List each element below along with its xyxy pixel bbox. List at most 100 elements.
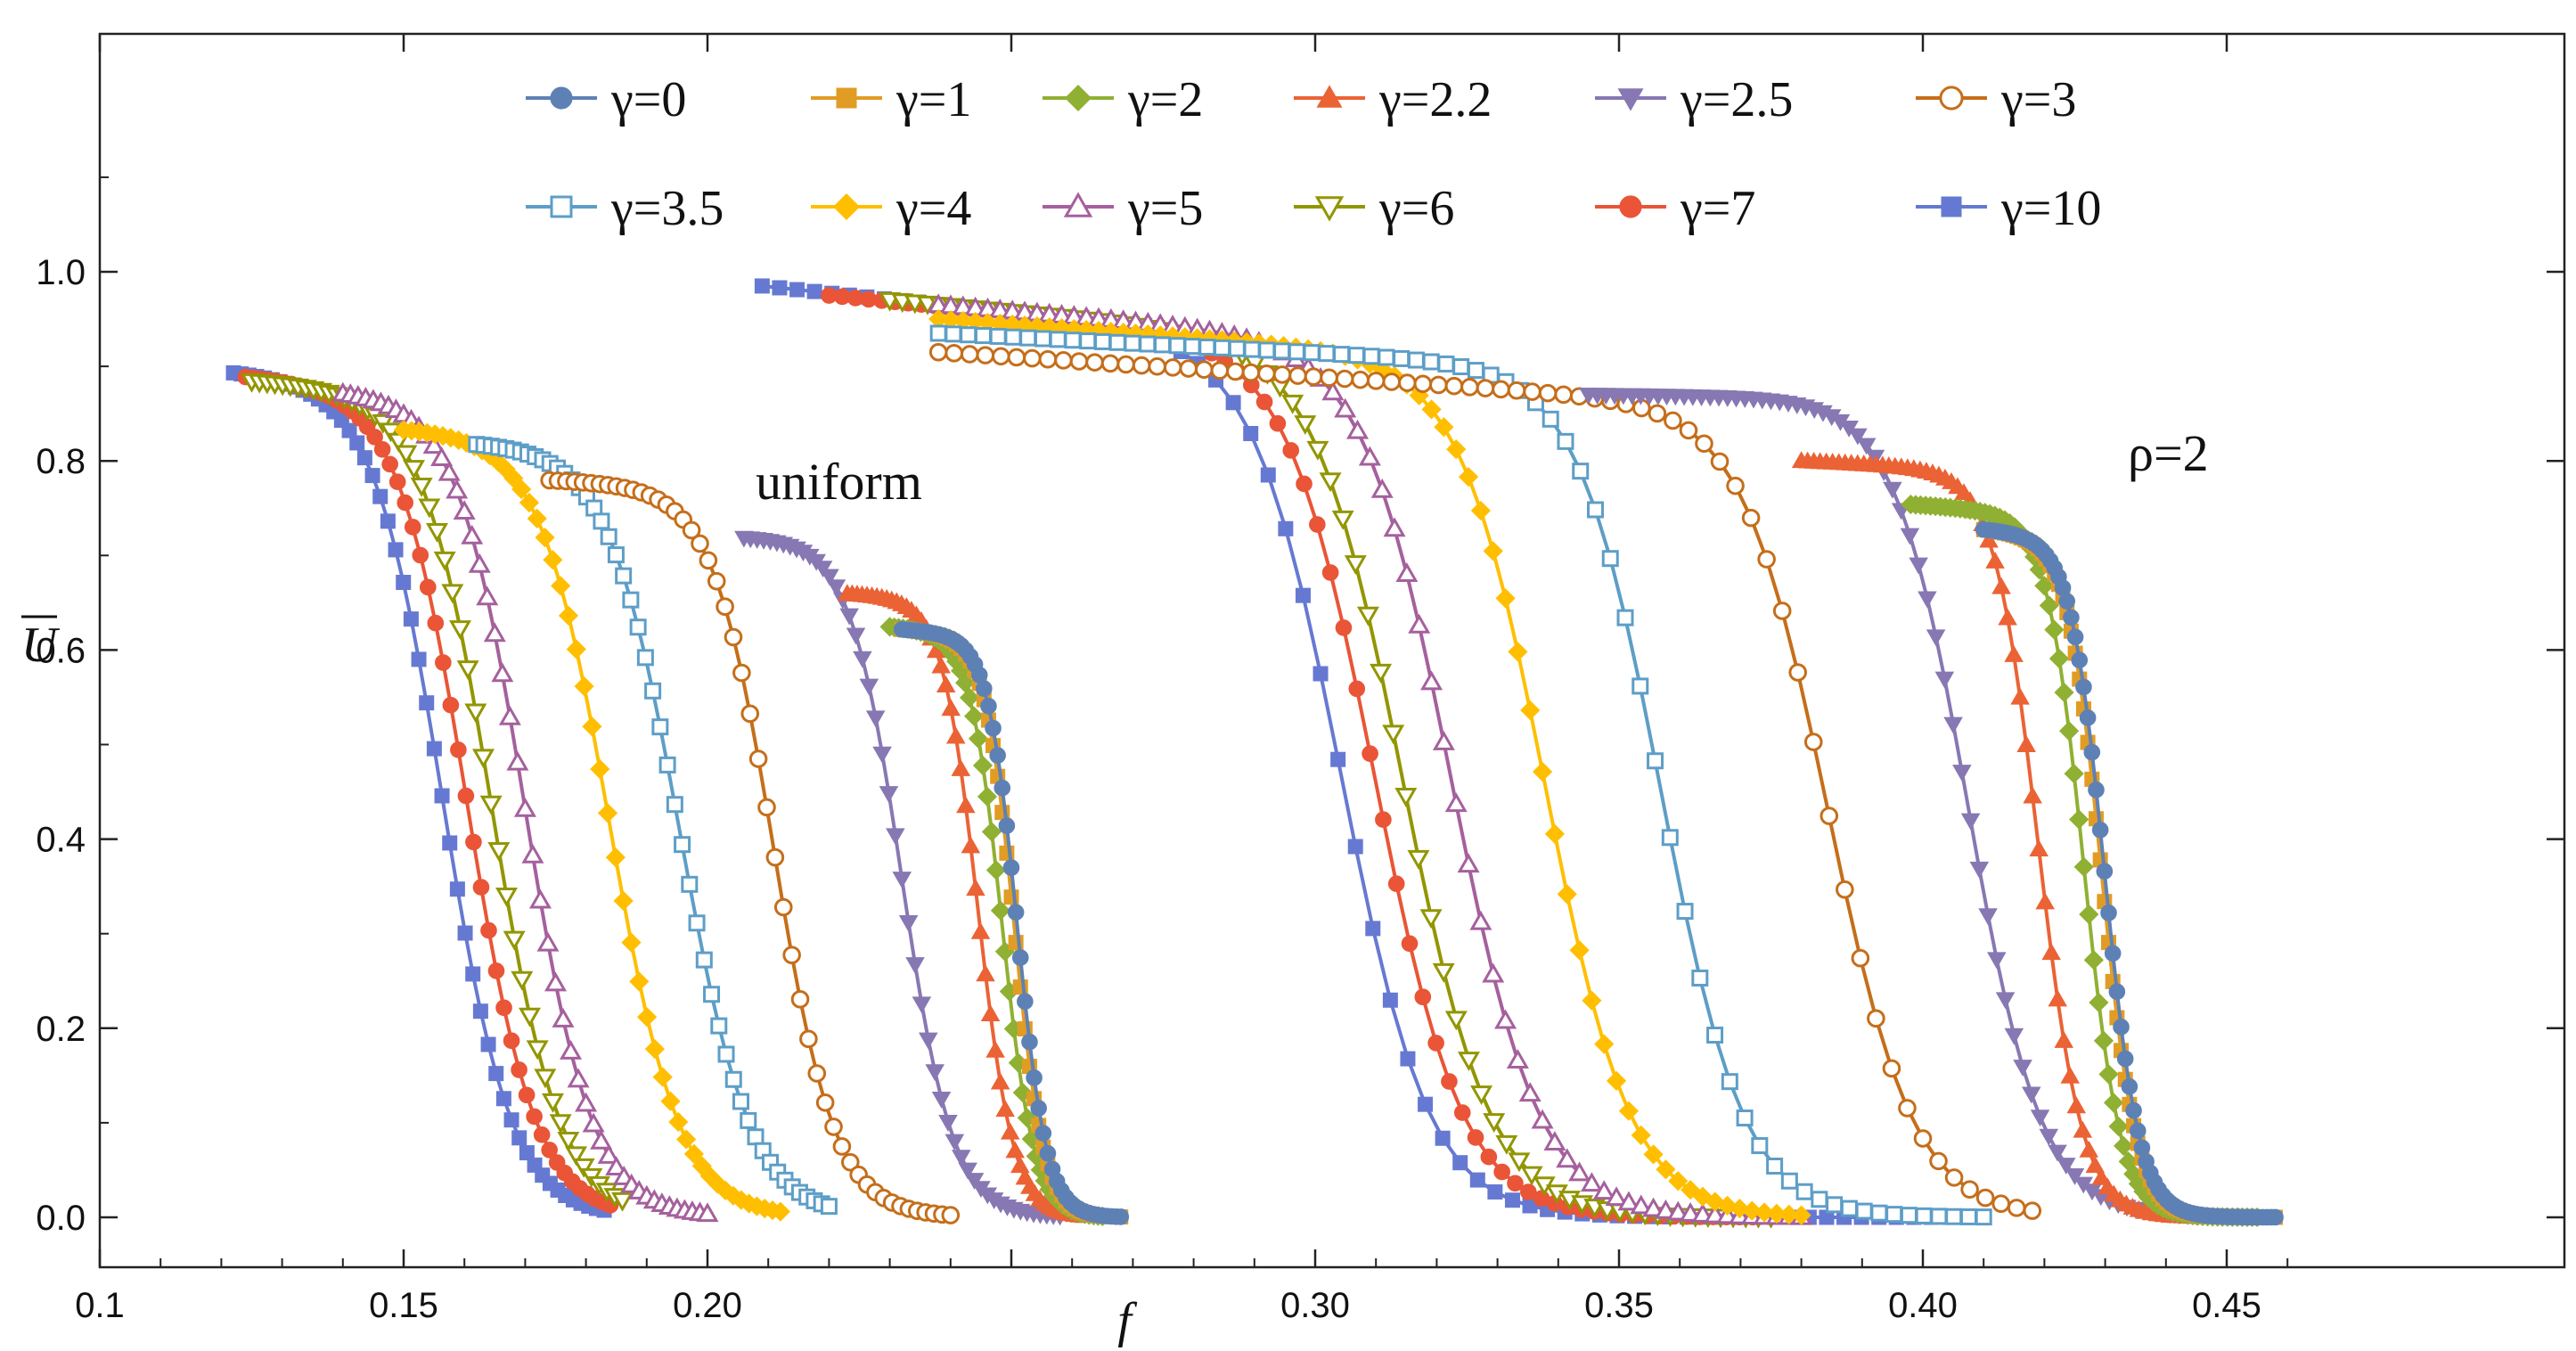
data-point [629, 618, 647, 636]
data-point [590, 758, 610, 780]
data-point [2069, 809, 2089, 830]
legend-label: γ=10 [2000, 181, 2101, 236]
data-point [1419, 909, 1443, 929]
data-point [395, 445, 418, 465]
data-point [853, 651, 872, 668]
data-point [442, 835, 458, 851]
data-point [457, 925, 473, 941]
data-point [644, 682, 662, 700]
series-10 [240, 291, 1783, 1229]
data-point [1605, 1186, 1628, 1207]
annotation-uniform: uniform [756, 453, 922, 511]
data-point [480, 921, 497, 939]
data-point [1309, 516, 1326, 533]
data-point [824, 1118, 843, 1136]
data-point [380, 513, 396, 529]
data-point [1030, 1100, 1047, 1117]
data-point [1975, 1208, 1992, 1226]
data-point [799, 1029, 818, 1049]
data-point [747, 1128, 765, 1146]
data-point [2104, 945, 2122, 962]
data-point [707, 1174, 728, 1194]
data-point [2083, 950, 2104, 970]
legend-marker [1063, 192, 1093, 217]
data-point [1975, 1188, 1995, 1208]
data-point [945, 726, 966, 744]
legend-label: γ=2 [1127, 72, 1203, 127]
legend-label: γ=0 [610, 72, 686, 127]
data-point [1351, 370, 1370, 389]
data-point [1523, 382, 1542, 401]
data-point [380, 422, 403, 443]
data-point [1691, 969, 1709, 987]
data-point [2133, 1139, 2151, 1157]
data-point [1132, 356, 1151, 375]
data-point [1557, 432, 1574, 450]
data-point [558, 605, 579, 626]
data-point [503, 930, 526, 951]
data-point [491, 662, 514, 683]
data-point [511, 479, 532, 500]
data-point [1294, 415, 1317, 435]
data-point [1460, 378, 1479, 397]
data-point [1741, 508, 1761, 528]
data-point [1705, 1191, 1725, 1212]
data-point [364, 468, 380, 484]
data-point [1726, 476, 1745, 495]
y-tick-label: 0.2 [36, 1010, 86, 1049]
data-point [732, 1093, 750, 1110]
data-point [972, 755, 994, 776]
data-point [1452, 1155, 1468, 1171]
data-point [1467, 362, 1484, 380]
data-point [582, 716, 602, 737]
data-point [2121, 1078, 2138, 1095]
data-point [724, 627, 743, 647]
data-point [931, 656, 951, 674]
data-point [1382, 992, 1398, 1008]
data-point [1554, 385, 1573, 405]
data-point [2064, 764, 2084, 784]
data-point [511, 970, 534, 991]
data-point [668, 1111, 689, 1133]
data-point [2013, 1060, 2032, 1077]
data-point [1393, 349, 1411, 367]
data-point [419, 695, 435, 711]
data-point [1721, 1073, 1738, 1091]
data-point [976, 346, 995, 364]
data-point [567, 1068, 590, 1088]
data-point [1630, 1194, 1653, 1215]
data-point [1495, 588, 1516, 609]
data-point [1413, 374, 1433, 394]
data-point [772, 280, 788, 296]
data-point [681, 875, 699, 893]
legend-marker [1941, 196, 1962, 217]
data-point [898, 914, 919, 932]
data-point [636, 649, 654, 667]
data-point [2034, 576, 2055, 596]
data-point [1452, 358, 1470, 376]
data-point [892, 872, 912, 889]
y-tick-label: 1.0 [36, 253, 86, 292]
data-point [341, 422, 357, 438]
data-point [433, 551, 456, 571]
data-point [1194, 360, 1214, 379]
data-point [1995, 992, 2016, 1010]
data-point [1469, 910, 1492, 930]
data-point [2093, 1030, 2114, 1051]
data-point [574, 676, 594, 697]
data-point [740, 1111, 757, 1129]
data-point [660, 1091, 681, 1111]
data-point [813, 561, 833, 578]
data-point [1335, 619, 1353, 636]
data-point [453, 500, 476, 520]
data-point [597, 1143, 620, 1164]
data-point [995, 1100, 1015, 1118]
legend-label: γ=7 [1680, 181, 1755, 236]
data-point [2039, 1128, 2059, 1146]
data-point [1418, 1096, 1434, 1112]
series-line [549, 478, 951, 1217]
data-point [757, 798, 776, 817]
data-point [1444, 1011, 1468, 1031]
data-point [1421, 399, 1442, 420]
data-point [560, 1040, 583, 1060]
